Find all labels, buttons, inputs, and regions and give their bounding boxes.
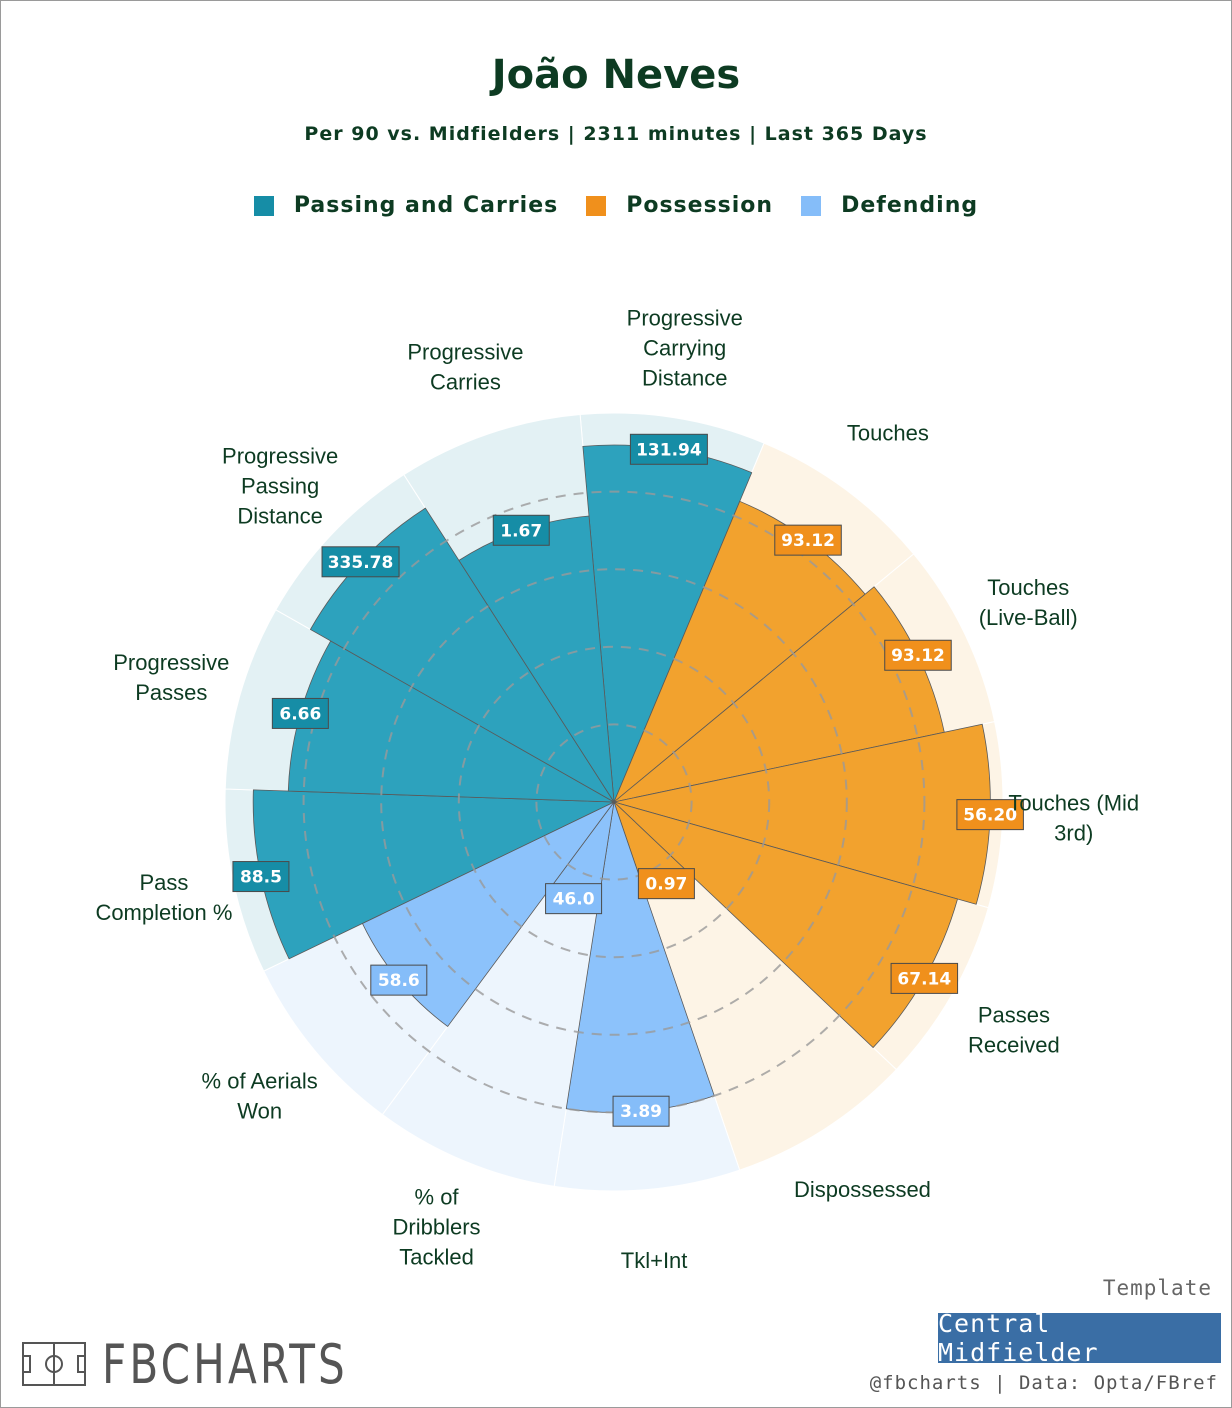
value-label-box — [890, 962, 959, 994]
legend-item-defending: Defending — [801, 193, 978, 218]
category-label: % of Dribblers Tackled — [393, 1184, 481, 1269]
chart-subtitle: Per 90 vs. Midfielders | 2311 minutes | … — [304, 123, 928, 145]
value-label-box — [884, 639, 952, 671]
legend-item-passing: Passing and Carries — [253, 193, 559, 218]
value-label-box — [612, 1095, 670, 1127]
legend-swatch-possession — [586, 195, 607, 216]
grid-ring — [380, 568, 848, 1036]
category-label: Dispossessed — [794, 1177, 931, 1202]
grid-ring — [457, 645, 771, 959]
value-label-box — [545, 883, 603, 915]
value-label: 93.12 — [891, 646, 945, 666]
value-label: 0.97 — [645, 875, 687, 895]
pitch-icon — [22, 1342, 86, 1386]
fbcharts-logo: FBCHARTS — [22, 1333, 417, 1396]
category-label: Tkl+Int — [621, 1248, 688, 1273]
value-label: 6.66 — [279, 704, 321, 724]
value-label-box — [232, 861, 290, 893]
value-label: 3.89 — [620, 1102, 662, 1122]
legend: Passing and Carries Possession Defending — [0, 193, 1232, 218]
value-label-box — [637, 868, 695, 900]
legend-item-possession: Possession — [586, 193, 773, 218]
category-label: Progressive Passes — [113, 650, 229, 705]
category-label: Progressive Passing Distance — [222, 444, 338, 529]
category-label: Touches (Mid 3rd) — [1008, 790, 1139, 845]
value-label: 56.20 — [963, 806, 1017, 826]
value-label-box — [956, 799, 1024, 831]
value-label-box — [271, 697, 329, 729]
template-label: Template — [1102, 1276, 1212, 1300]
logo-text: FBCHARTS — [102, 1332, 348, 1396]
value-label-box — [629, 433, 708, 465]
legend-label-possession: Possession — [626, 193, 774, 218]
category-label: Pass Completion % — [95, 870, 232, 925]
category-label: Touches (Live-Ball) — [979, 575, 1078, 630]
legend-swatch-defending — [801, 195, 822, 216]
value-label: 88.5 — [240, 868, 282, 888]
data-credit: @fbcharts | Data: Opta/FBref — [869, 1372, 1218, 1394]
category-label: Progressive Carrying Distance — [627, 305, 743, 390]
category-label: % of Aerials Won — [202, 1068, 318, 1123]
value-label: 1.67 — [500, 521, 542, 541]
grid-ring — [535, 723, 693, 881]
legend-swatch-passing — [253, 195, 274, 216]
legend-label-passing: Passing and Carries — [293, 193, 559, 218]
category-label: Progressive Carries — [407, 340, 523, 395]
value-label: 67.14 — [897, 969, 951, 989]
category-label: Touches — [847, 420, 929, 445]
value-label: 46.0 — [553, 890, 595, 910]
value-label: 93.12 — [781, 531, 835, 551]
value-label: 335.78 — [328, 553, 394, 573]
value-label-box — [321, 546, 400, 578]
value-label-box — [774, 524, 842, 556]
chart-title: João Neves — [491, 52, 741, 98]
template-name-badge: Central Midfielder — [938, 1309, 1221, 1367]
value-label-box — [370, 964, 428, 996]
legend-label-defending: Defending — [841, 193, 979, 218]
value-label-box — [492, 514, 550, 546]
value-label: 58.6 — [378, 971, 420, 991]
category-label: Passes Received — [968, 1002, 1060, 1057]
value-label: 131.94 — [636, 440, 702, 460]
